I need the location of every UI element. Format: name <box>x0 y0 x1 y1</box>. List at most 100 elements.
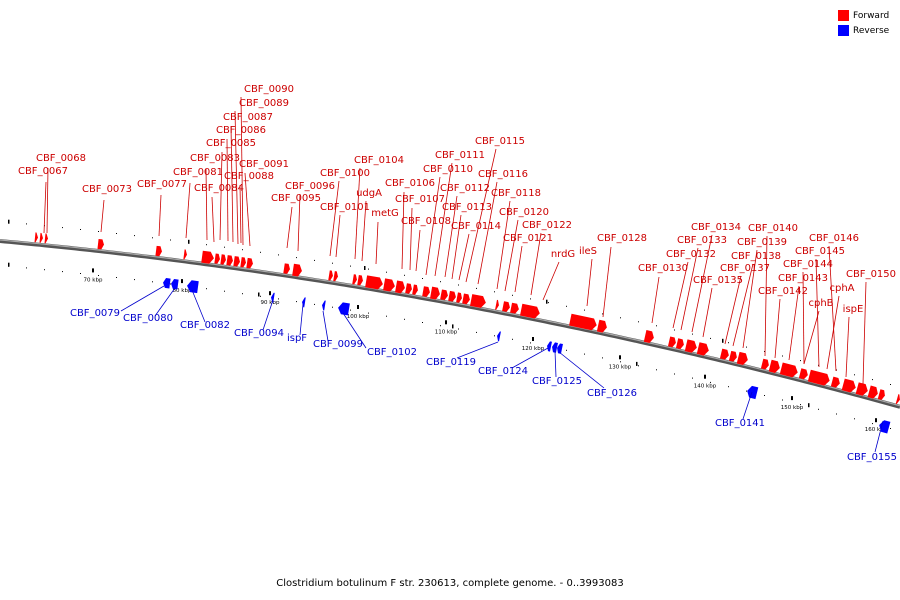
forward-gene-arrow[interactable] <box>240 257 246 268</box>
forward-gene-label[interactable]: CBF_0084 <box>194 183 244 194</box>
forward-gene-label[interactable]: CBF_0090 <box>244 84 294 95</box>
forward-gene-arrow[interactable] <box>520 303 541 320</box>
forward-gene-arrow[interactable] <box>357 275 364 286</box>
forward-gene-label[interactable]: cphA <box>829 283 854 294</box>
reverse-gene-arrow[interactable] <box>301 297 306 308</box>
forward-gene-label[interactable]: CBF_0111 <box>435 150 485 161</box>
forward-gene-label[interactable]: CBF_0142 <box>758 286 808 297</box>
forward-gene-label[interactable]: CBF_0134 <box>691 222 741 233</box>
forward-gene-arrow[interactable] <box>684 339 698 353</box>
reverse-gene-label[interactable]: CBF_0082 <box>180 320 230 331</box>
forward-gene-label[interactable]: CBF_0086 <box>216 125 266 136</box>
forward-gene-label[interactable]: CBF_0120 <box>499 207 549 218</box>
forward-gene-arrow[interactable] <box>44 233 49 244</box>
forward-gene-label[interactable]: CBF_0146 <box>809 233 859 244</box>
reverse-gene-label[interactable]: CBF_0080 <box>123 313 173 324</box>
reverse-gene-arrow[interactable] <box>551 342 558 353</box>
forward-gene-label[interactable]: CBF_0140 <box>748 223 798 234</box>
forward-gene-arrow[interactable] <box>383 278 396 292</box>
reverse-gene-arrow[interactable] <box>337 302 350 316</box>
forward-gene-arrow[interactable] <box>510 302 520 314</box>
forward-gene-arrow[interactable] <box>456 292 463 303</box>
forward-gene-label[interactable]: CBF_0122 <box>522 220 572 231</box>
forward-gene-arrow[interactable] <box>183 249 187 260</box>
forward-gene-arrow[interactable] <box>352 274 358 285</box>
forward-gene-label[interactable]: CBF_0113 <box>442 202 492 213</box>
forward-gene-label[interactable]: CBF_0077 <box>137 179 187 190</box>
forward-gene-label[interactable]: CBF_0108 <box>401 216 451 227</box>
forward-gene-label[interactable]: CBF_0083 <box>190 153 240 164</box>
forward-gene-label[interactable]: CBF_0081 <box>173 167 223 178</box>
forward-gene-arrow[interactable] <box>448 290 457 302</box>
forward-gene-label[interactable]: CBF_0085 <box>206 138 256 149</box>
forward-gene-label[interactable]: CBF_0116 <box>478 169 528 180</box>
forward-gene-arrow[interactable] <box>696 342 710 356</box>
forward-gene-arrow[interactable] <box>596 319 608 334</box>
forward-gene-label[interactable]: CBF_0133 <box>677 235 727 246</box>
reverse-gene-label[interactable]: ispF <box>287 333 307 344</box>
forward-gene-arrow[interactable] <box>405 283 413 294</box>
forward-gene-arrow[interactable] <box>798 368 809 380</box>
reverse-gene-arrow[interactable] <box>546 341 552 352</box>
legend-reverse[interactable]: Reverse <box>838 23 889 38</box>
forward-gene-arrow[interactable] <box>333 271 339 282</box>
forward-gene-arrow[interactable] <box>226 255 233 266</box>
forward-gene-arrow[interactable] <box>214 253 220 264</box>
forward-gene-arrow[interactable] <box>643 330 655 344</box>
forward-gene-arrow[interactable] <box>768 359 782 374</box>
forward-gene-label[interactable]: CBF_0144 <box>783 259 833 270</box>
forward-gene-label[interactable]: CBF_0130 <box>638 263 688 274</box>
forward-gene-arrow[interactable] <box>246 257 253 269</box>
forward-gene-arrow[interactable] <box>430 286 441 300</box>
forward-gene-arrow[interactable] <box>220 254 226 265</box>
forward-gene-label[interactable]: CBF_0073 <box>82 184 132 195</box>
reverse-gene-arrow[interactable] <box>496 331 501 342</box>
forward-gene-label[interactable]: CBF_0100 <box>320 168 370 179</box>
reverse-gene-arrow[interactable] <box>186 280 199 294</box>
forward-gene-label[interactable]: CBF_0145 <box>795 246 845 257</box>
forward-gene-arrow[interactable] <box>440 289 449 301</box>
forward-gene-label[interactable]: CBF_0112 <box>440 183 490 194</box>
forward-gene-arrow[interactable] <box>855 382 870 396</box>
forward-gene-arrow[interactable] <box>233 256 240 267</box>
forward-gene-label[interactable]: CBF_0088 <box>224 171 274 182</box>
forward-gene-label[interactable]: CBF_0138 <box>731 251 781 262</box>
forward-gene-arrow[interactable] <box>201 250 214 264</box>
forward-gene-arrow[interactable] <box>97 238 104 250</box>
forward-gene-label[interactable]: CBF_0095 <box>271 193 321 204</box>
forward-gene-arrow[interactable] <box>495 299 500 310</box>
forward-gene-label[interactable]: ileS <box>579 246 597 257</box>
forward-gene-arrow[interactable] <box>728 350 738 362</box>
forward-gene-label[interactable]: cphB <box>808 298 833 309</box>
forward-gene-arrow[interactable] <box>328 270 334 281</box>
forward-gene-label[interactable]: CBF_0089 <box>239 98 289 109</box>
forward-gene-label[interactable]: ispE <box>843 304 864 315</box>
reverse-gene-arrow[interactable] <box>170 279 179 290</box>
forward-gene-label[interactable]: CBF_0067 <box>18 166 68 177</box>
forward-gene-label[interactable]: CBF_0121 <box>503 233 553 244</box>
forward-gene-label[interactable]: CBF_0106 <box>385 178 435 189</box>
forward-gene-label[interactable]: CBF_0091 <box>239 159 289 170</box>
forward-gene-arrow[interactable] <box>395 280 406 294</box>
forward-gene-arrow[interactable] <box>34 232 39 243</box>
forward-gene-arrow[interactable] <box>895 394 900 405</box>
forward-gene-arrow[interactable] <box>736 351 750 366</box>
reverse-gene-label[interactable]: CBF_0126 <box>587 388 637 399</box>
reverse-gene-arrow[interactable] <box>556 343 563 354</box>
forward-gene-arrow[interactable] <box>675 338 685 350</box>
forward-gene-label[interactable]: CBF_0139 <box>737 237 787 248</box>
reverse-gene-label[interactable]: CBF_0141 <box>715 418 765 429</box>
forward-gene-label[interactable]: CBF_0132 <box>666 249 716 260</box>
forward-gene-arrow[interactable] <box>877 389 886 400</box>
forward-gene-arrow[interactable] <box>807 369 831 387</box>
legend-forward[interactable]: Forward <box>838 8 889 23</box>
reverse-gene-label[interactable]: CBF_0119 <box>426 357 476 368</box>
forward-gene-label[interactable]: CBF_0104 <box>354 155 404 166</box>
forward-gene-label[interactable]: CBF_0096 <box>285 181 335 192</box>
reverse-gene-arrow[interactable] <box>162 277 171 289</box>
forward-gene-label[interactable]: CBF_0143 <box>778 273 828 284</box>
forward-gene-arrow[interactable] <box>841 378 858 394</box>
forward-gene-arrow[interactable] <box>292 263 303 277</box>
forward-gene-arrow[interactable] <box>867 385 880 400</box>
forward-gene-arrow[interactable] <box>830 376 841 389</box>
